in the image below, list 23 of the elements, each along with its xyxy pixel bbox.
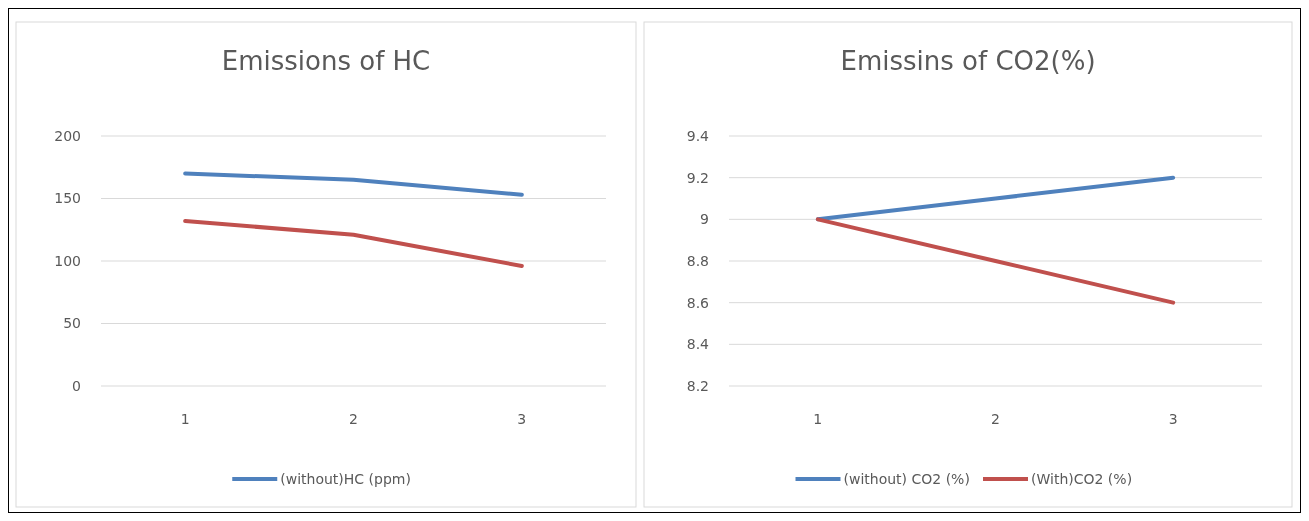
y-tick-label: 50 [63,315,81,332]
y-tick-label: 8.4 [686,336,710,353]
x-tick-label: 3 [517,411,527,427]
x-tick-label: 1 [180,411,190,427]
y-tick-label: 9 [700,211,709,228]
legend-label: (without)HC (ppm) [280,470,411,487]
y-tick-label: 150 [54,190,81,207]
x-tick-label: 2 [991,411,1000,427]
y-tick-label: 9.2 [686,169,709,186]
x-tick-label: 2 [349,411,358,427]
chart-title: Emissions of HC [221,46,431,76]
y-tick-label: 200 [54,127,81,144]
y-tick-label: 8.8 [686,252,709,269]
legend-label: (without) CO2 (%) [843,470,970,487]
y-tick-label: 0 [72,377,81,394]
y-tick-label: 8.6 [686,294,710,311]
y-tick-label: 100 [54,252,81,269]
x-tick-label: 1 [813,411,823,427]
x-tick-label: 3 [1168,411,1178,427]
y-tick-label: 9.4 [686,127,710,144]
chart-title: Emissins of CO2(%) [840,46,1096,76]
legend-label: (With)CO2 (%) [1031,470,1133,487]
y-tick-label: 8.2 [686,377,709,394]
